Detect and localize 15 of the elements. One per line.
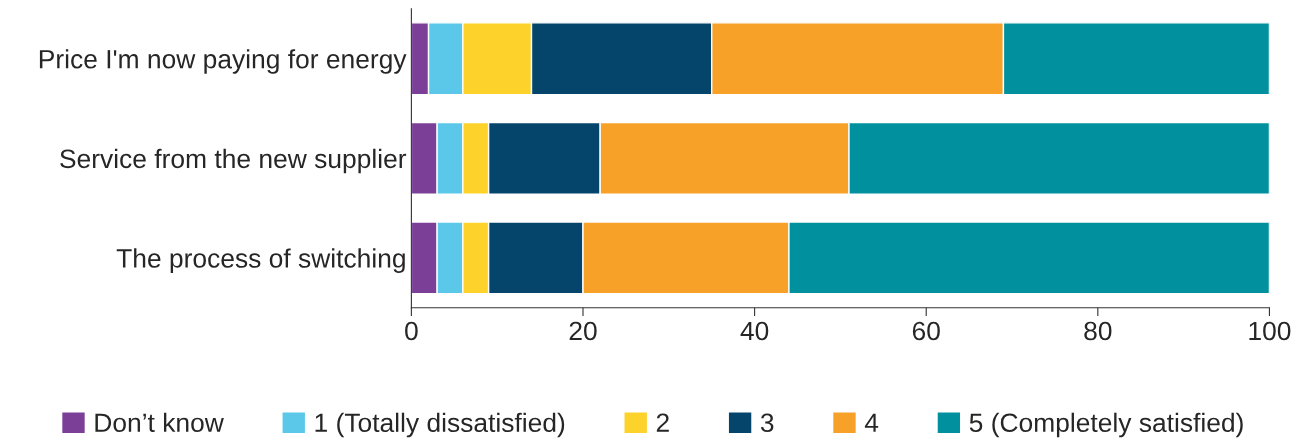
legend-label: 5 (Completely satisfied) bbox=[969, 412, 1243, 438]
x-tick-label: 80 bbox=[1084, 321, 1112, 341]
legend-label: 3 bbox=[760, 413, 774, 433]
x-tick-label: 0 bbox=[405, 321, 418, 341]
legend-label: Don’t know bbox=[95, 412, 224, 433]
legend-label: 4 bbox=[864, 413, 879, 432]
y-tick-label: The process of switching bbox=[116, 248, 405, 273]
x-tick-label: 60 bbox=[912, 321, 940, 341]
x-tick-label: 100 bbox=[1249, 321, 1291, 341]
legend-label: 1 (Totally dissatisfied) bbox=[315, 412, 565, 438]
x-tick-label: 40 bbox=[740, 321, 769, 341]
y-tick-label: Service from the new supplier bbox=[60, 148, 407, 174]
y-tick-label: Price I'm now paying for energy bbox=[39, 49, 407, 74]
x-tick-label: 20 bbox=[569, 321, 597, 341]
legend-label: 2 bbox=[656, 413, 669, 432]
